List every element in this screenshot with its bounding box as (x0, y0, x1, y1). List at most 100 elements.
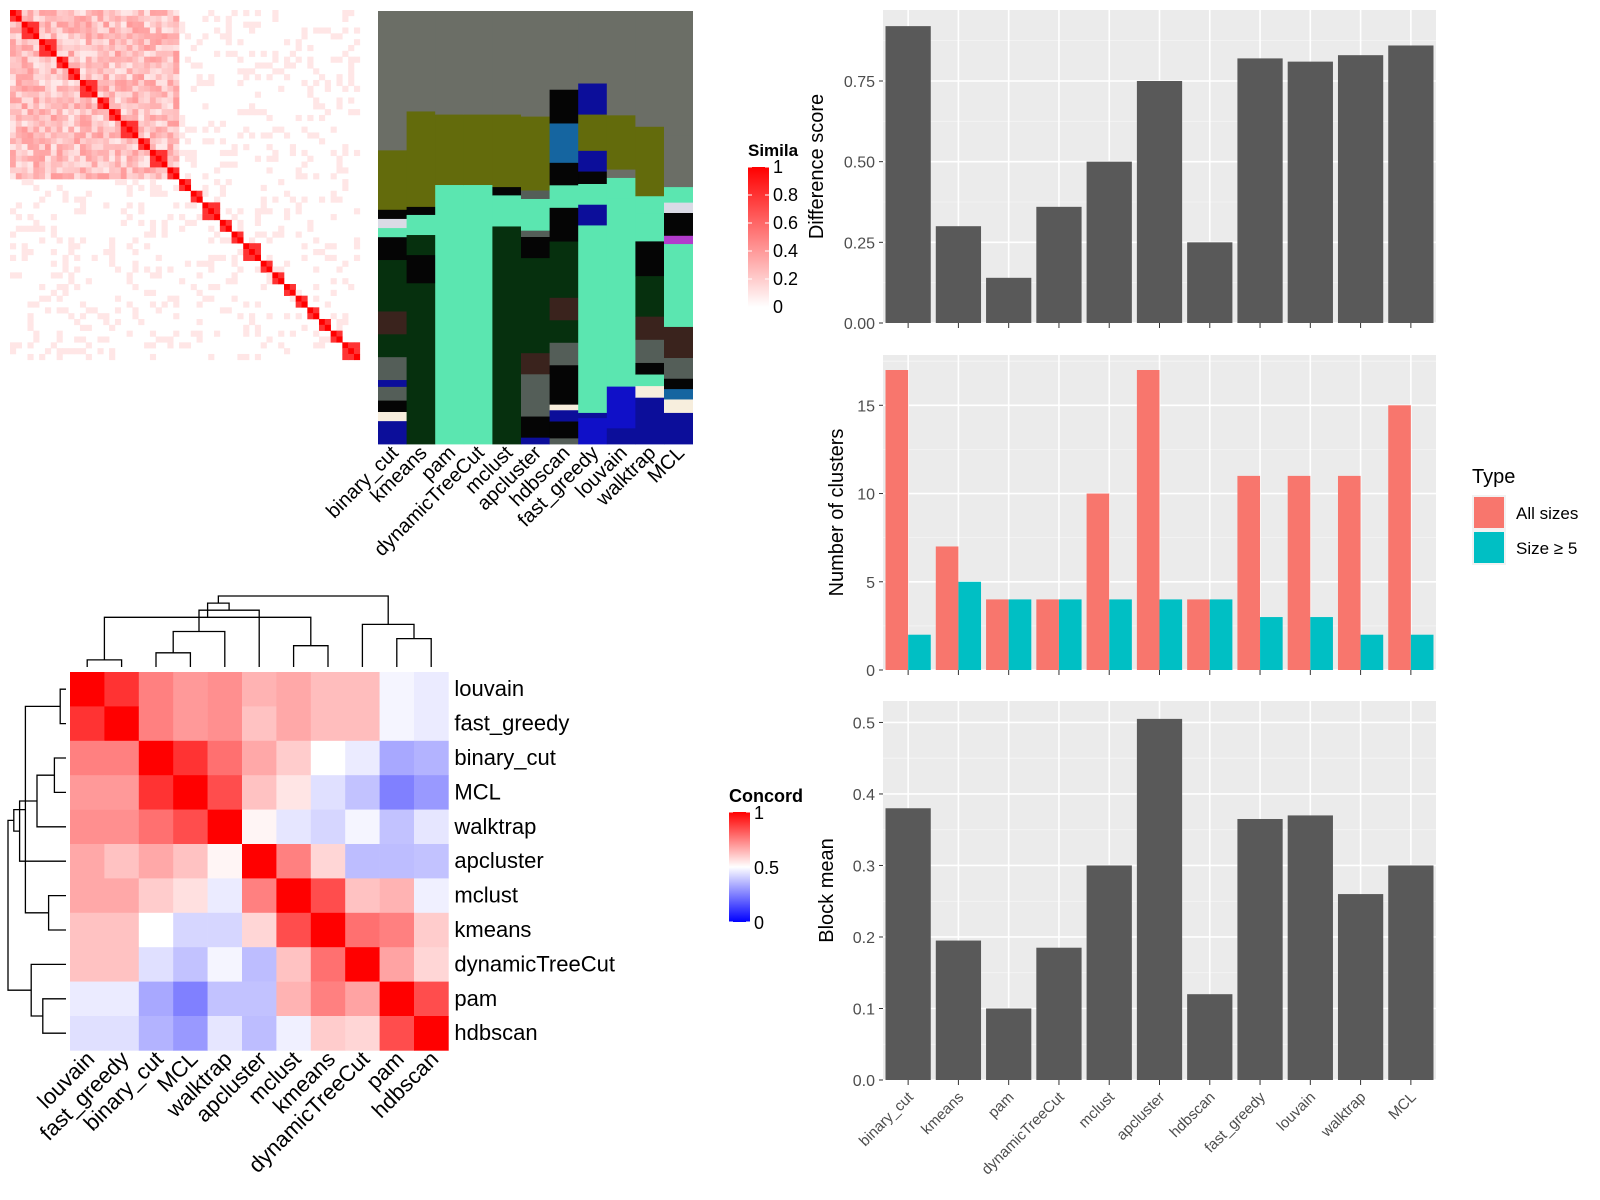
similarity-cell (278, 225, 285, 232)
similarity-cell (27, 85, 34, 92)
concordance-cell (70, 706, 105, 742)
similarity-cell (56, 68, 63, 75)
similarity-cell (313, 132, 320, 139)
similarity-cell (15, 132, 22, 139)
similarity-cell (149, 79, 157, 87)
similarity-cell (39, 149, 46, 157)
similarity-cell (10, 348, 17, 355)
class-cell (635, 11, 665, 128)
similarity-cell (243, 21, 250, 28)
similarity-cell (27, 301, 34, 308)
similarity-cell (33, 56, 40, 63)
class-cell (378, 260, 407, 312)
similarity-cell (149, 132, 157, 139)
similarity-cell (138, 27, 145, 34)
similarity-cell (74, 266, 81, 273)
similarity-cell (149, 190, 157, 197)
similarity-cell (15, 56, 22, 63)
similarity-cell (173, 91, 180, 98)
similarity-cell (126, 278, 133, 285)
class-cell (463, 11, 493, 115)
similarity-legend-title: Simila (748, 141, 799, 160)
y-tick-label: 0.4 (853, 787, 875, 804)
similarity-cell (149, 56, 157, 63)
concordance-cell (242, 1016, 277, 1051)
similarity-cell (307, 219, 314, 227)
similarity-cell (173, 33, 180, 40)
similarity-cell (184, 184, 192, 192)
concordance-colorbar (729, 812, 750, 922)
similarity-cell (132, 74, 139, 81)
similarity-cell (56, 79, 63, 87)
similarity-cell (33, 301, 40, 308)
similarity-cell (85, 10, 92, 17)
concordance-cell (242, 844, 277, 879)
similarity-cell (85, 109, 92, 116)
similarity-cell (44, 132, 52, 139)
similarity-cell (132, 21, 139, 28)
similarity-cell (15, 10, 22, 17)
similarity-cell (27, 68, 34, 75)
similarity-cell (68, 237, 75, 244)
similarity-cell (289, 196, 296, 203)
similarity-cell (155, 10, 162, 17)
similarity-cell (21, 225, 28, 232)
similarity-cell (149, 289, 157, 296)
similarity-cell (74, 91, 81, 98)
similarity-cell (62, 114, 69, 122)
similarity-cell (138, 155, 145, 162)
similarity-cell (44, 91, 52, 98)
similarity-cell (301, 126, 308, 133)
concordance-cell (70, 775, 105, 810)
similarity-cell (33, 62, 40, 69)
similarity-cell (219, 161, 227, 168)
similarity-cell (79, 91, 87, 98)
similarity-cell (161, 301, 168, 308)
y-tick-label: 0.3 (853, 858, 875, 875)
similarity-cell (39, 50, 46, 57)
similarity-cell (155, 68, 162, 75)
similarity-cell (91, 120, 98, 127)
similarity-cell (196, 190, 203, 197)
similarity-cell (74, 39, 81, 46)
similarity-cell (68, 109, 75, 116)
similarity-cell (126, 330, 133, 337)
similarity-cell (68, 27, 75, 34)
class-cell (635, 374, 665, 387)
similarity-cell (56, 348, 63, 355)
similarity-cell (249, 68, 256, 75)
concordance-cell (104, 981, 140, 1017)
concordance-row-label: walktrap (453, 814, 536, 839)
similarity-cell (155, 184, 162, 192)
similarity-cell (74, 62, 81, 69)
similarity-cell (27, 144, 34, 151)
similarity-cell (97, 114, 104, 122)
similarity-cell (27, 79, 34, 87)
similarity-cell (149, 167, 157, 174)
class-cell (664, 244, 693, 328)
concordance-cell (138, 775, 174, 810)
similarity-cell (91, 114, 98, 122)
similarity-cell (74, 132, 81, 139)
similarity-cell (126, 27, 133, 34)
class-cell (578, 418, 608, 445)
similarity-cell (184, 56, 192, 63)
similarity-cell (109, 97, 116, 104)
similarity-cell (167, 44, 174, 52)
similarity-cell (144, 97, 151, 104)
bar-size-ge5 (1058, 599, 1082, 670)
similarity-cell (27, 62, 34, 69)
similarity-cell (50, 97, 57, 104)
similarity-legend-tick-label: 0.4 (773, 241, 798, 261)
similarity-cell (167, 138, 174, 145)
similarity-cell (353, 353, 361, 361)
similarity-cell (10, 50, 17, 57)
similarity-cell (21, 138, 28, 145)
similarity-cell (50, 144, 57, 151)
similarity-cell (10, 10, 17, 17)
similarity-cell (114, 167, 122, 174)
similarity-cell (173, 202, 180, 209)
similarity-cell (44, 27, 52, 34)
similarity-cell (254, 62, 261, 69)
similarity-cell (196, 214, 203, 221)
